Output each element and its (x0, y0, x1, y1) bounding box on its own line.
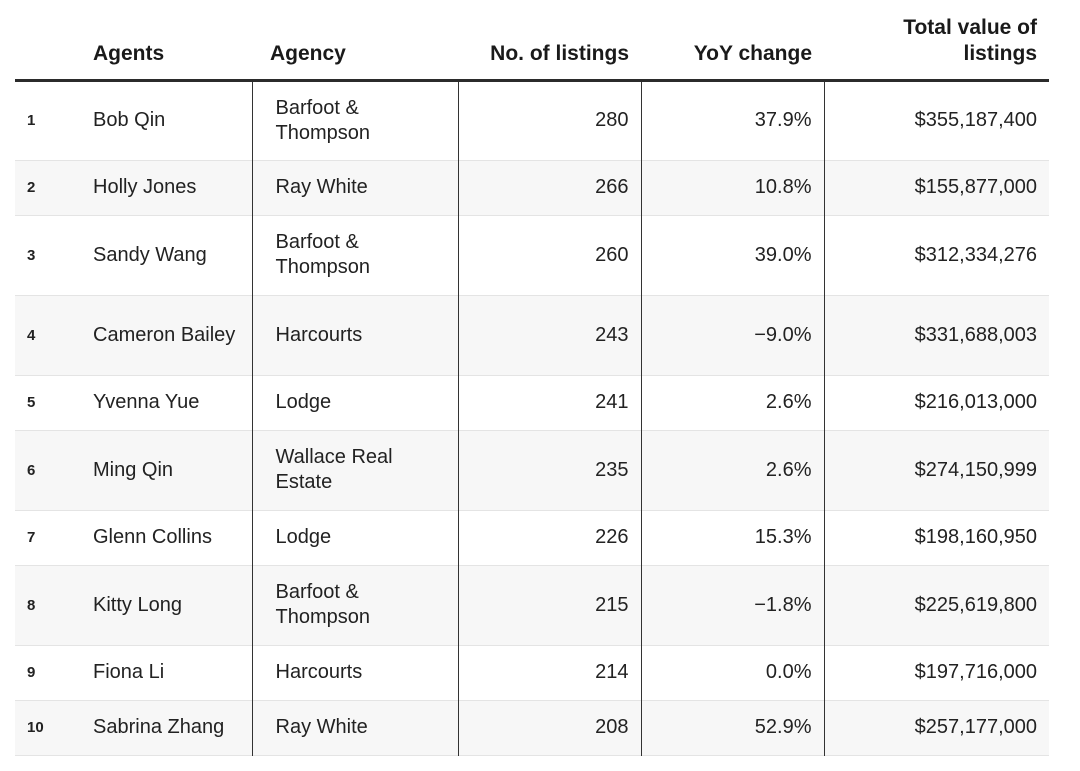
yoy-cell: −9.0% (640, 295, 824, 375)
yoy-cell: 39.0% (640, 215, 824, 295)
yoy-cell: 37.9% (640, 80, 824, 160)
table-row: 5 Yvenna Yue Lodge 241 2.6% $216,013,000 (15, 375, 1049, 430)
header-listings: No. of listings (458, 10, 641, 82)
total-value-cell: $274,150,999 (823, 430, 1049, 510)
header-total: Total value of listings (824, 10, 1049, 82)
table-row: 6 Ming Qin Wallace Real Estate 235 2.6% $274,… (15, 430, 1049, 510)
rank-cell: 2 (27, 179, 36, 196)
agent-cell: Sabrina Zhang (93, 716, 225, 738)
yoy-cell: 2.6% (640, 375, 824, 430)
agency-cell: Barfoot & Thompson (251, 80, 458, 160)
rank-cell: 9 (27, 664, 36, 681)
agent-cell: Sandy Wang (93, 243, 207, 266)
header-agency: Agency (252, 10, 458, 82)
agency-cell: Lodge (251, 510, 458, 565)
agency-cell: Harcourts (251, 295, 458, 375)
header-yoy: YoY change (641, 10, 824, 82)
total-value-cell: $355,187,400 (823, 80, 1049, 160)
rank-cell: 10 (27, 719, 44, 736)
table-body: 1 Bob Qin Barfoot & Thompson 280 37.9% $355,1… (15, 80, 1049, 755)
total-value-cell: $312,334,276 (823, 215, 1049, 295)
agent-cell: Holly Jones (93, 176, 197, 198)
listings-cell: 226 (457, 510, 641, 565)
table-row: 3 Sandy Wang Barfoot & Thompson 260 39.0% $31… (15, 215, 1049, 295)
rank-cell: 8 (27, 596, 36, 614)
total-value-cell: $197,716,000 (823, 645, 1049, 700)
total-value-cell: $155,877,000 (823, 160, 1049, 215)
total-value-cell: $225,619,800 (823, 565, 1049, 645)
listings-cell: 215 (457, 565, 641, 645)
agency-cell: Wallace Real Estate (251, 430, 458, 510)
agent-cell: Kitty Long (93, 593, 182, 616)
agency-cell: Ray White (251, 700, 458, 755)
table-row: 1 Bob Qin Barfoot & Thompson 280 37.9% $355,1… (15, 80, 1049, 160)
yoy-cell: 0.0% (640, 645, 824, 700)
listings-cell: 208 (457, 700, 641, 755)
agent-cell: Cameron Bailey (93, 323, 236, 346)
header-rank (15, 10, 75, 82)
agents-table: Agents Agency No. of listings YoY change… (15, 10, 1049, 756)
agency-cell: Ray White (251, 160, 458, 215)
yoy-cell: 15.3% (640, 510, 824, 565)
listings-cell: 260 (457, 215, 641, 295)
total-value-cell: $257,177,000 (823, 700, 1049, 755)
table-row: 10 Sabrina Zhang Ray White 208 52.9% $257,177… (15, 700, 1049, 755)
listings-cell: 214 (457, 645, 641, 700)
table-row: 7 Glenn Collins Lodge 226 15.3% $198,160,950 (15, 510, 1049, 565)
agent-cell: Bob Qin (93, 109, 166, 131)
rank-cell: 7 (27, 529, 36, 546)
rank-cell: 4 (27, 326, 36, 344)
agency-cell: Barfoot & Thompson (251, 565, 458, 645)
agent-cell: Fiona Li (93, 661, 165, 683)
header-row: Agents Agency No. of listings YoY change… (15, 10, 1049, 82)
rank-cell: 3 (27, 246, 36, 264)
rank-cell: 5 (27, 394, 36, 411)
table-row: 2 Holly Jones Ray White 266 10.8% $155,877,00… (15, 160, 1049, 215)
rank-cell: 6 (27, 461, 36, 479)
listings-cell: 243 (457, 295, 641, 375)
agent-cell: Yvenna Yue (93, 391, 200, 413)
listings-cell: 266 (457, 160, 641, 215)
yoy-cell: −1.8% (640, 565, 824, 645)
rank-cell: 1 (27, 112, 36, 129)
total-value-cell: $331,688,003 (823, 295, 1049, 375)
yoy-cell: 10.8% (640, 160, 824, 215)
agency-cell: Harcourts (251, 645, 458, 700)
listings-cell: 280 (457, 80, 641, 160)
table-header: Agents Agency No. of listings YoY change… (15, 10, 1049, 82)
agency-cell: Lodge (251, 375, 458, 430)
agent-cell: Glenn Collins (93, 526, 212, 548)
table-row: 9 Fiona Li Harcourts 214 0.0% $197,716,000 (15, 645, 1049, 700)
table-row: 8 Kitty Long Barfoot & Thompson 215 −1.8% $22… (15, 565, 1049, 645)
agency-cell: Barfoot & Thompson (251, 215, 458, 295)
total-value-cell: $216,013,000 (823, 375, 1049, 430)
table-row: 4 Cameron Bailey Harcourts 243 −9.0% $331,688… (15, 295, 1049, 375)
yoy-cell: 2.6% (640, 430, 824, 510)
listings-cell: 235 (457, 430, 641, 510)
listings-cell: 241 (457, 375, 641, 430)
header-agents: Agents (75, 10, 252, 82)
agent-cell: Ming Qin (93, 458, 174, 481)
total-value-cell: $198,160,950 (823, 510, 1049, 565)
yoy-cell: 52.9% (640, 700, 824, 755)
